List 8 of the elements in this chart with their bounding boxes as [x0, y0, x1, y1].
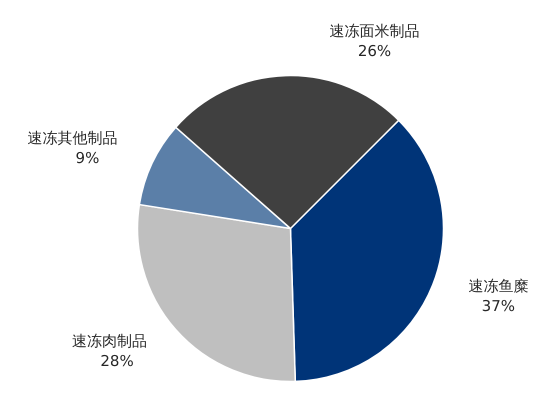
- data-label: 37%: [482, 297, 515, 316]
- slice-label: 速冻其他制品: [27, 129, 118, 148]
- data-label: 28%: [100, 352, 134, 370]
- slice-label: 速冻鱼糜: [468, 277, 528, 296]
- slice-label: 速冻肉制品: [72, 332, 148, 350]
- data-label: 26%: [358, 42, 392, 60]
- slice-label: 速冻面米制品: [329, 22, 420, 40]
- data-label: 9%: [76, 149, 100, 168]
